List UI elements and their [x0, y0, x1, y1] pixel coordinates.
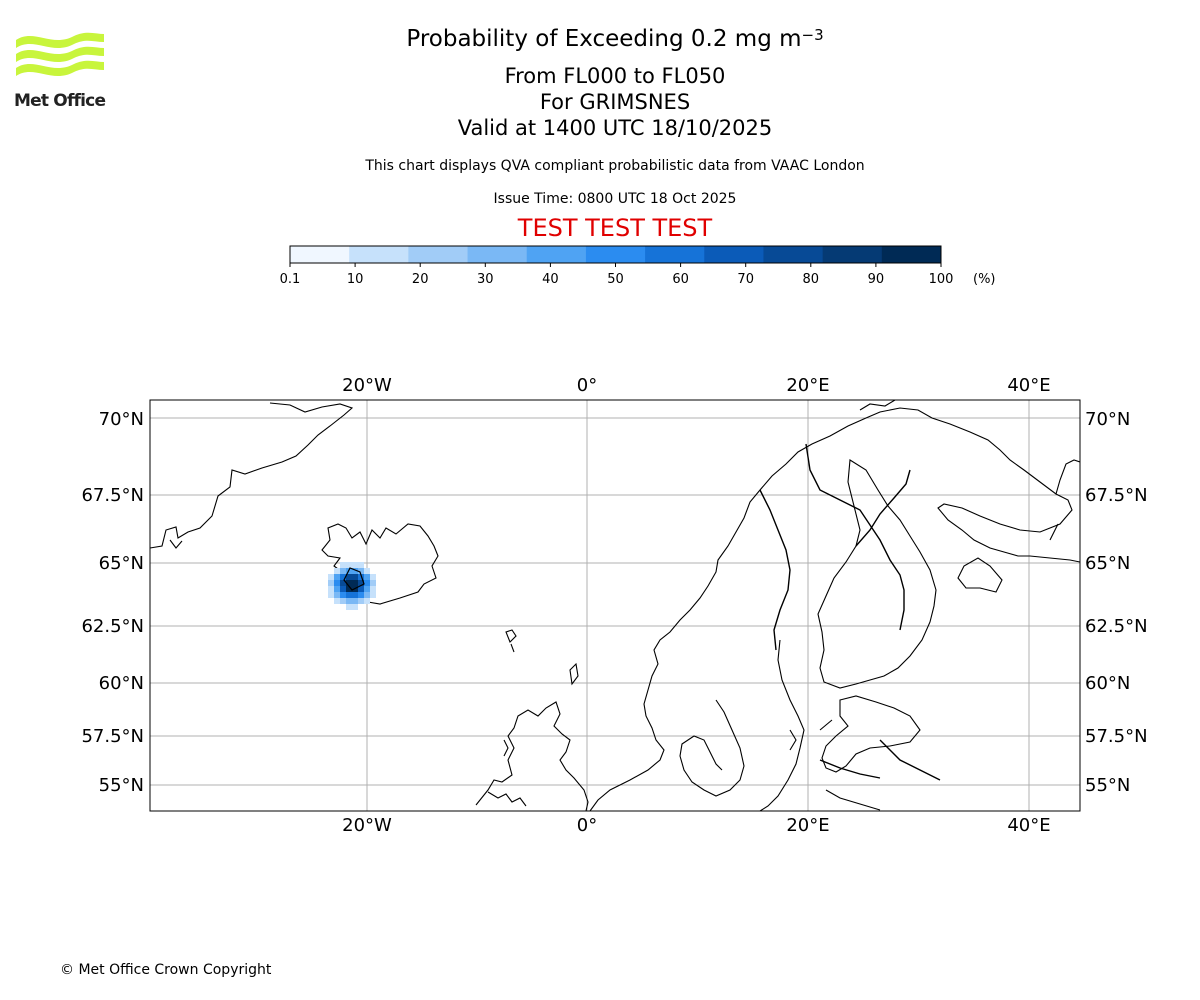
- svg-text:70°N: 70°N: [1085, 409, 1130, 430]
- location-label: For GRIMSNES: [539, 90, 691, 114]
- svg-text:57.5°N: 57.5°N: [81, 726, 144, 747]
- svg-text:20°W: 20°W: [342, 375, 392, 396]
- svg-text:57.5°N: 57.5°N: [1085, 726, 1148, 747]
- test-banner: TEST TEST TEST: [517, 214, 713, 242]
- ash-cell: [358, 580, 364, 586]
- baltic-states: [821, 695, 921, 773]
- ash-cell: [346, 574, 352, 580]
- ash-cell: [358, 574, 364, 580]
- gulf-of-bothnia: [817, 459, 937, 689]
- ash-contour: [343, 567, 365, 591]
- svg-text:60°N: 60°N: [99, 673, 144, 694]
- ash-cell: [358, 562, 364, 568]
- ash-cell: [334, 586, 340, 592]
- svg-text:0°: 0°: [577, 375, 597, 396]
- ash-cell: [346, 586, 352, 592]
- ash-cell: [346, 604, 352, 610]
- ash-cell: [346, 562, 352, 568]
- ash-cell: [352, 568, 358, 574]
- ash-cell: [364, 568, 370, 574]
- svg-text:67.5°N: 67.5°N: [81, 485, 144, 506]
- ash-cell: [364, 586, 370, 592]
- svg-text:55°N: 55°N: [1085, 775, 1130, 796]
- lon-labels-bottom: 20°W 0° 20°E 40°E: [342, 815, 1050, 836]
- ash-cell: [352, 604, 358, 610]
- ash-cell: [364, 580, 370, 586]
- ash-cell: [370, 592, 376, 598]
- issue-time: Issue Time: 0800 UTC 18 Oct 2025: [493, 191, 737, 207]
- gridlines: [150, 400, 1080, 811]
- flight-levels: From FL000 to FL050: [504, 64, 726, 88]
- svg-text:0°: 0°: [577, 815, 597, 836]
- valid-time: Valid at 1400 UTC 18/10/2025: [457, 116, 773, 140]
- ash-cell: [340, 568, 346, 574]
- chart-title: Probability of Exceeding 0.2 mg m−3: [406, 26, 824, 52]
- ash-cell: [358, 586, 364, 592]
- ash-cell: [328, 580, 334, 586]
- ash-cell: [364, 592, 370, 598]
- ash-cell: [364, 574, 370, 580]
- chart-description: This chart displays QVA compliant probab…: [365, 158, 865, 174]
- svg-text:70°N: 70°N: [99, 409, 144, 430]
- svg-text:20°W: 20°W: [342, 815, 392, 836]
- svg-text:65°N: 65°N: [1085, 553, 1130, 574]
- lat-labels-left: 70°N 67.5°N 65°N 62.5°N 60°N 57.5°N 55°N: [81, 409, 144, 796]
- country-borders: [759, 443, 941, 781]
- met-office-logo: Met Office: [14, 30, 106, 112]
- svg-text:62.5°N: 62.5°N: [1085, 616, 1148, 637]
- ash-cell: [334, 568, 340, 574]
- scotland-coast: [475, 701, 589, 811]
- ash-cell: [340, 562, 346, 568]
- lon-labels-top: 20°W 0° 20°E 40°E: [342, 375, 1050, 396]
- sweden-south: [759, 639, 805, 811]
- ash-cell: [340, 592, 346, 598]
- lat-labels-right: 70°N 67.5°N 65°N 62.5°N 60°N 57.5°N 55°N: [1085, 409, 1148, 796]
- svg-text:40°E: 40°E: [1007, 375, 1050, 396]
- white-sea: [1055, 459, 1080, 495]
- ash-cell: [370, 574, 376, 580]
- ash-cell: [358, 568, 364, 574]
- scandinavia-coast: [589, 407, 1080, 811]
- ash-cell: [328, 586, 334, 592]
- ash-cell: [340, 574, 346, 580]
- svg-text:65°N: 65°N: [99, 553, 144, 574]
- ash-cell: [340, 598, 346, 604]
- ash-cell: [352, 574, 358, 580]
- ash-cell: [364, 598, 370, 604]
- map-area: [150, 400, 1080, 811]
- ash-cell: [346, 592, 352, 598]
- ash-cell: [334, 574, 340, 580]
- ash-cell: [334, 592, 340, 598]
- ash-cell: [328, 592, 334, 598]
- svg-text:20°E: 20°E: [786, 815, 829, 836]
- svg-text:55°N: 55°N: [99, 775, 144, 796]
- ash-cell: [346, 580, 352, 586]
- coastlines: [150, 400, 1080, 811]
- logo-text: Met Office: [14, 91, 106, 111]
- map-frame: [149, 399, 1081, 812]
- ash-cell: [358, 598, 364, 604]
- ash-cell: [340, 586, 346, 592]
- ash-cell: [352, 580, 358, 586]
- ash-cell: [352, 598, 358, 604]
- ash-cell: [334, 598, 340, 604]
- svg-text:60°N: 60°N: [1085, 673, 1130, 694]
- ash-cell: [352, 562, 358, 568]
- copyright: © Met Office Crown Copyright: [60, 962, 272, 978]
- svg-text:62.5°N: 62.5°N: [81, 616, 144, 637]
- ash-cell: [352, 592, 358, 598]
- svg-text:40°E: 40°E: [1007, 815, 1050, 836]
- ash-cell: [328, 574, 334, 580]
- ash-cell: [340, 580, 346, 586]
- svg-text:20°E: 20°E: [786, 375, 829, 396]
- ash-cell: [370, 586, 376, 592]
- ash-cell: [370, 580, 376, 586]
- ash-cell: [358, 592, 364, 598]
- met-office-waves-icon: [16, 32, 104, 76]
- greenland-coast: [150, 402, 354, 549]
- ash-cell: [346, 598, 352, 604]
- svg-text:67.5°N: 67.5°N: [1085, 485, 1148, 506]
- ash-cell: [334, 580, 340, 586]
